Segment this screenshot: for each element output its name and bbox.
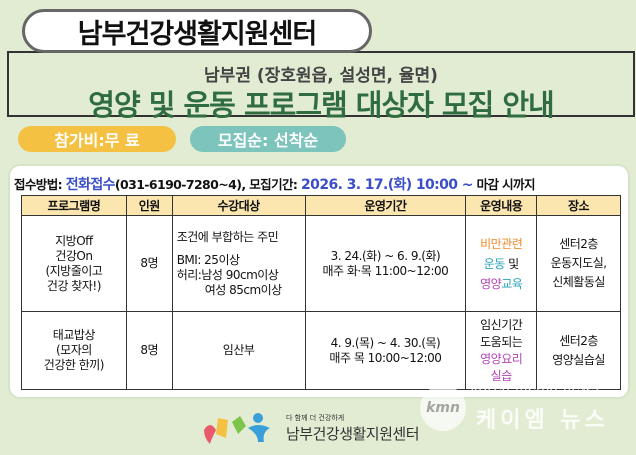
subtitle: 남부권 (장호원읍, 설성면, 율면) <box>204 66 438 86</box>
watermark-ko: 케이엠 뉴스 <box>476 408 609 433</box>
watermark-badge: kmn <box>420 385 466 431</box>
col-header: 운영내용 <box>465 195 538 216</box>
program-name: 지방Off 건강On (지방줄이고 건강 찾자!) <box>21 215 127 312</box>
title-box: 남부권 (장호원읍, 설성면, 율면) 영양 및 운동 프로그램 대상자 모집 … <box>7 51 635 122</box>
col-header: 프로그램명 <box>21 195 127 216</box>
slogan: 다 함께 더 건강하게 <box>286 414 345 422</box>
table-row: 지방Off 건강On (지방줄이고 건강 찾자!) 8명 조건에 부합하는 주민 BMI… <box>21 215 621 312</box>
method-label: 접수방법: <box>14 177 63 192</box>
col-header: 수강대상 <box>171 195 306 216</box>
target: 임산부 <box>171 311 306 390</box>
phone: (031-6190-7280~4), <box>114 177 246 192</box>
deadline: 마감 시까지 <box>476 177 536 192</box>
content: 비만관련 운동 및 영양교육 <box>465 215 538 312</box>
table-row: 태교밥상 (모자의 건강한 한끼) 8명 임산부 4. 9.(목) ~ 4. 30.… <box>21 311 621 390</box>
place: 센터2층 영양실습실 <box>536 311 621 390</box>
center-name: 남부건강생활지원센터 <box>77 18 317 50</box>
page-title: 영양 및 운동 프로그램 대상자 모집 안내 <box>88 88 554 122</box>
program-table: 프로그램명 인원 수강대상 운영기간 운영내용 장소 지방Off 건강On (지방줄… <box>21 195 621 390</box>
method: 전화접수 <box>65 177 116 193</box>
period-label: 모집기간: <box>249 177 298 192</box>
period: 3. 24.(화) ~ 6. 9.(화) 매주 화·목 11:00~12:00 <box>304 215 467 312</box>
period: 2026. 3. 17.(화) 10:00 ~ <box>301 177 473 193</box>
watermark-en: korea media news <box>470 380 599 396</box>
period: 4. 9.(목) ~ 4. 30.(목) 매주 목 10:00~12:00 <box>304 311 467 390</box>
count: 8명 <box>125 311 173 390</box>
program-name: 태교밥상 (모자의 건강한 한끼) <box>21 311 127 390</box>
logo-mark-icon <box>204 413 270 444</box>
order-badge: 모집순: 선착순 <box>190 126 346 152</box>
table-header: 프로그램명 인원 수강대상 운영기간 운영내용 장소 <box>21 195 621 216</box>
logo-text: 남부건강생활지원센터 <box>286 425 420 443</box>
target: 조건에 부합하는 주민 BMI: 25이상 허리:남성 90cm이상 여성 85cm이… <box>171 215 306 312</box>
place: 센터2층 운동지도실, 신체활동실 <box>536 215 621 312</box>
count: 8명 <box>125 215 173 312</box>
fee-badge: 참가비:무 료 <box>18 126 176 152</box>
col-header: 장소 <box>536 195 621 216</box>
col-header: 운영기간 <box>304 195 467 216</box>
center-name-pill: 남부건강생활지원센터 <box>22 9 372 53</box>
content: 임신기간 도움되는 영양요리 실습 <box>465 311 538 390</box>
col-header: 인원 <box>125 195 173 216</box>
center-logo: 다 함께 더 건강하게 남부건강생활지원센터 <box>200 408 420 444</box>
application-info: 접수방법: 전화접수(031-6190-7280~4), 모집기간: 2026.… <box>14 174 535 194</box>
